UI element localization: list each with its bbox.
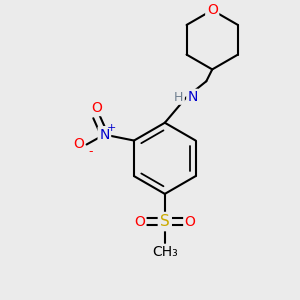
Text: CH₃: CH₃ bbox=[152, 245, 178, 259]
Text: S: S bbox=[160, 214, 170, 229]
Text: H: H bbox=[174, 91, 184, 103]
Text: O: O bbox=[207, 3, 218, 17]
Text: +: + bbox=[106, 123, 116, 133]
Text: O: O bbox=[91, 101, 102, 115]
Text: N: N bbox=[188, 90, 198, 104]
Text: N: N bbox=[99, 128, 110, 142]
Text: O: O bbox=[134, 214, 145, 229]
Text: -: - bbox=[88, 145, 93, 158]
Text: O: O bbox=[73, 137, 84, 152]
Text: O: O bbox=[184, 214, 196, 229]
